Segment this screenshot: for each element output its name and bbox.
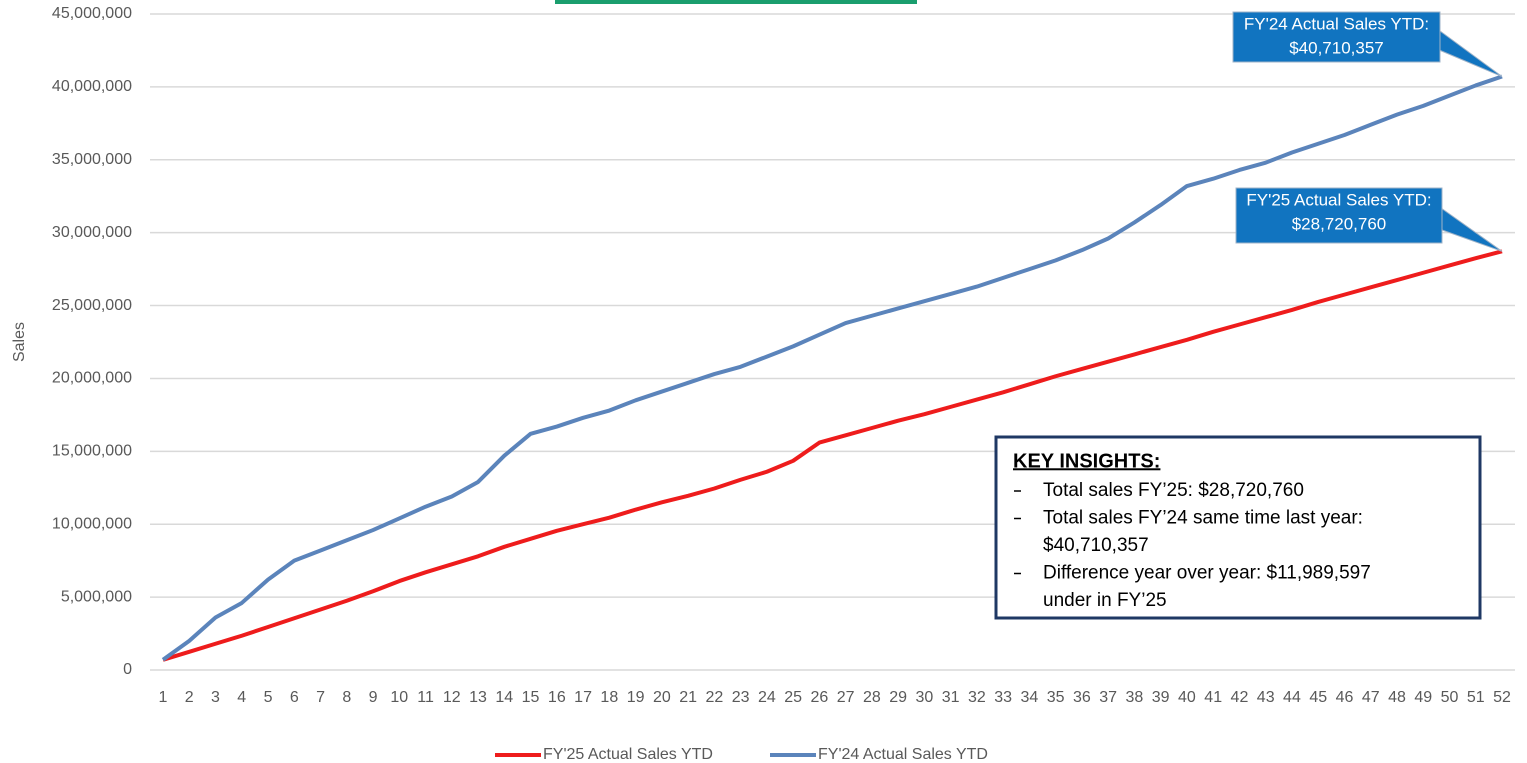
- x-tick-label: 35: [1047, 689, 1065, 706]
- x-tick-label: 52: [1493, 689, 1511, 706]
- y-tick-label: 40,000,000: [52, 78, 132, 95]
- insights-text: Total sales FY’24 same time last year:: [1043, 508, 1363, 529]
- x-tick-label: 7: [316, 689, 325, 706]
- x-tick-label: 23: [732, 689, 750, 706]
- insights-box: [994, 435, 1482, 620]
- x-tick-label: 40: [1178, 689, 1196, 706]
- x-tick-label: 30: [915, 689, 933, 706]
- x-tick-label: 25: [784, 689, 802, 706]
- series-line: [162, 249, 1503, 662]
- x-tick-label: 34: [1021, 689, 1039, 706]
- x-tick-label: 13: [469, 689, 487, 706]
- x-tick-label: 21: [679, 689, 697, 706]
- x-tick-label: 9: [369, 689, 378, 706]
- x-tick-label: 11: [417, 689, 434, 706]
- x-tick-label: 39: [1152, 689, 1170, 706]
- x-tick-label: 43: [1257, 689, 1275, 706]
- x-tick-label: 32: [968, 689, 986, 706]
- x-tick-label: 47: [1362, 689, 1380, 706]
- x-tick-label: 51: [1467, 689, 1485, 706]
- x-tick-label: 4: [237, 689, 246, 706]
- x-tick-label: 42: [1231, 689, 1249, 706]
- y-tick-label: 30,000,000: [52, 224, 132, 241]
- x-tick-label: 3: [211, 689, 220, 706]
- y-tick-label: 25,000,000: [52, 297, 132, 314]
- x-tick-label: 5: [264, 689, 273, 706]
- x-tick-label: 37: [1099, 689, 1117, 706]
- y-tick-label: 0: [123, 661, 132, 678]
- x-tick-label: 6: [290, 689, 299, 706]
- y-tick-label: 35,000,000: [52, 151, 132, 168]
- callout-text: $28,720,760: [1292, 214, 1387, 233]
- x-tick-label: 48: [1388, 689, 1406, 706]
- x-tick-label: 29: [889, 689, 907, 706]
- x-tick-label: 16: [548, 689, 566, 706]
- x-tick-label: 45: [1309, 689, 1327, 706]
- x-tick-label: 24: [758, 689, 776, 706]
- callout-text: FY'24 Actual Sales YTD:: [1244, 14, 1429, 33]
- title-bar: [555, 0, 917, 4]
- x-tick-label: 19: [627, 689, 645, 706]
- x-tick-label: 12: [443, 689, 461, 706]
- x-tick-label: 20: [653, 689, 671, 706]
- y-axis-label: Sales: [11, 322, 28, 362]
- y-tick-label: 5,000,000: [61, 588, 132, 605]
- x-tick-label: 41: [1204, 689, 1222, 706]
- insights-text: under in FY’25: [1043, 590, 1167, 611]
- x-tick-label: 8: [342, 689, 351, 706]
- insights-title: KEY INSIGHTS:: [1013, 450, 1160, 472]
- legend-label: FY'25 Actual Sales YTD: [543, 746, 713, 763]
- x-tick-label: 38: [1126, 689, 1144, 706]
- callout-pointer: [1437, 28, 1503, 77]
- insights-text: Difference year over year: $11,989,597: [1043, 563, 1371, 584]
- x-tick-label: 17: [574, 689, 592, 706]
- callout-pointer: [1439, 206, 1503, 252]
- y-tick-label: 10,000,000: [52, 515, 132, 532]
- x-tick-label: 46: [1336, 689, 1354, 706]
- x-tick-label: 44: [1283, 689, 1301, 706]
- x-tick-label: 18: [600, 689, 618, 706]
- x-tick-label: 26: [810, 689, 828, 706]
- insights-text: Total sales FY’25: $28,720,760: [1043, 480, 1304, 501]
- y-tick-label: 15,000,000: [52, 443, 132, 460]
- x-tick-label: 14: [495, 689, 513, 706]
- x-tick-label: 36: [1073, 689, 1091, 706]
- y-tick-label: 45,000,000: [52, 5, 132, 22]
- x-tick-label: 49: [1414, 689, 1432, 706]
- x-tick-label: 1: [159, 689, 168, 706]
- x-tick-label: 50: [1441, 689, 1459, 706]
- callout-text: $40,710,357: [1289, 38, 1384, 57]
- callout-box: [1232, 11, 1441, 63]
- legend-label: FY'24 Actual Sales YTD: [818, 746, 988, 763]
- insights-text: $40,710,357: [1043, 535, 1149, 556]
- x-tick-label: 27: [837, 689, 855, 706]
- x-tick-label: 22: [705, 689, 723, 706]
- y-tick-label: 20,000,000: [52, 370, 132, 387]
- x-tick-label: 33: [994, 689, 1012, 706]
- x-tick-label: 10: [390, 689, 408, 706]
- x-tick-label: 2: [185, 689, 194, 706]
- callout-text: FY'25 Actual Sales YTD:: [1246, 190, 1431, 209]
- x-tick-label: 15: [522, 689, 540, 706]
- series-line: [161, 74, 1503, 662]
- x-tick-label: 31: [942, 689, 960, 706]
- callout-box: [1235, 187, 1443, 244]
- x-tick-label: 28: [863, 689, 881, 706]
